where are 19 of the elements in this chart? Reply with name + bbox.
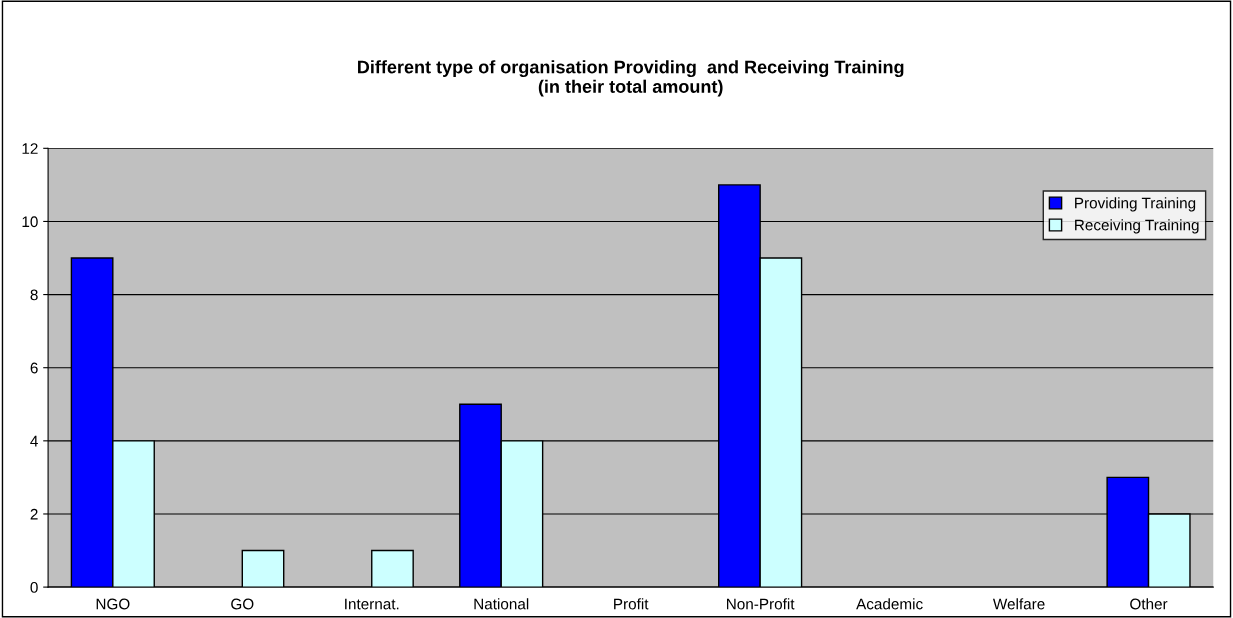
x-tick-label: Academic xyxy=(856,598,923,610)
x-tick-label: Welfare xyxy=(992,598,1045,610)
chart-title: Different type of organisation Providing and Receiving Training (in their total amount) xyxy=(358,60,904,97)
x-tick-label: Non-Profit xyxy=(727,598,795,610)
legend-label: Providing Training xyxy=(1075,197,1196,212)
x-tick-label: National xyxy=(474,598,529,610)
y-tick-label: 4 xyxy=(30,435,38,447)
x-tick-label: Profit xyxy=(614,598,649,610)
y-tick-label: 2 xyxy=(30,508,38,520)
x-tick-label: Other xyxy=(1130,598,1168,610)
x-tick-label: NGO xyxy=(96,598,130,610)
y-tick-label: 10 xyxy=(22,216,38,228)
y-tick-label: 8 xyxy=(30,289,38,301)
y-tick-label: 0 xyxy=(30,581,38,593)
x-tick-label: Internat. xyxy=(345,598,399,610)
legend-label: Receiving Training xyxy=(1075,219,1199,234)
y-tick-label: 6 xyxy=(30,362,38,374)
x-tick-label: GO xyxy=(231,598,254,610)
y-tick-label: 12 xyxy=(22,143,38,154)
